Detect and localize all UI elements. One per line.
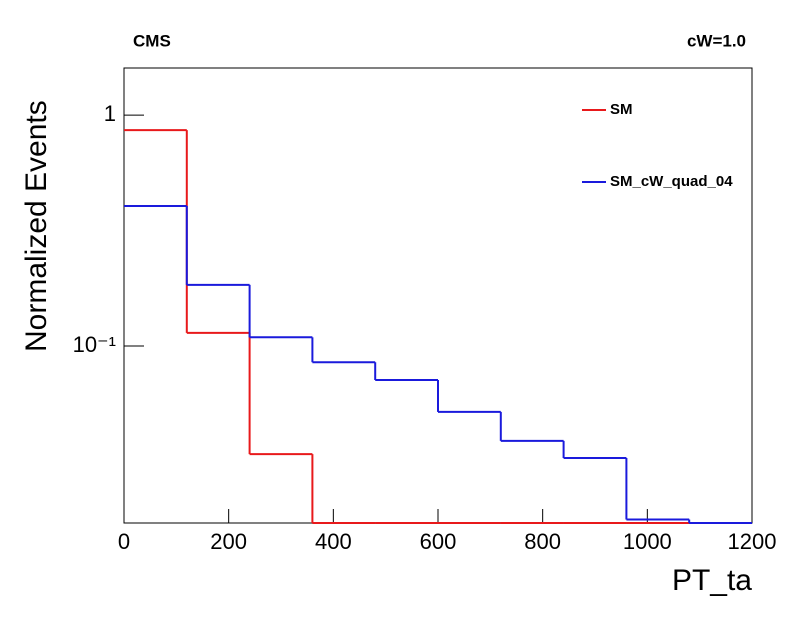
x-tick-label: 1200 — [728, 529, 777, 554]
y-axis-label: Normalized Events — [20, 100, 53, 352]
x-tick-label: 800 — [524, 529, 561, 554]
x-tick-label: 600 — [420, 529, 457, 554]
x-tick-label: 1000 — [623, 529, 672, 554]
x-axis-label: PT_ta — [672, 564, 752, 597]
x-tick-label: 200 — [210, 529, 247, 554]
y-tick-label: 1 — [104, 101, 116, 126]
y-tick-label: 10⁻¹ — [73, 332, 116, 357]
x-tick-label: 0 — [118, 529, 130, 554]
chart-title: CMS — [133, 31, 171, 50]
chart-subtitle: cW=1.0 — [687, 31, 746, 50]
legend-label: SM — [610, 101, 633, 118]
legend-label: SM_cW_quad_04 — [610, 173, 733, 190]
plot-frame — [123, 67, 753, 524]
x-tick-label: 400 — [315, 529, 352, 554]
